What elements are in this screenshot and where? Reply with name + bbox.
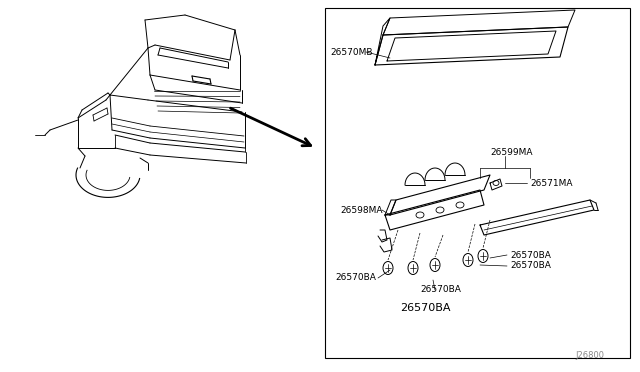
Text: 26570BA: 26570BA [335, 273, 376, 282]
Ellipse shape [493, 180, 499, 186]
Text: 26599MA: 26599MA [490, 148, 532, 157]
Text: 26570BA: 26570BA [510, 250, 551, 260]
Text: J26800: J26800 [575, 351, 604, 360]
Ellipse shape [430, 259, 440, 272]
Text: 26571MA: 26571MA [530, 179, 573, 187]
Bar [325, 8, 630, 358]
Ellipse shape [408, 262, 418, 275]
Text: 26570MB: 26570MB [330, 48, 372, 57]
Ellipse shape [436, 207, 444, 213]
Ellipse shape [478, 250, 488, 263]
Ellipse shape [383, 262, 393, 275]
Text: 26570BA: 26570BA [400, 303, 451, 313]
Text: 26598MA: 26598MA [340, 205, 383, 215]
Ellipse shape [463, 253, 473, 266]
Text: 26570BA: 26570BA [420, 285, 461, 295]
Ellipse shape [416, 212, 424, 218]
Text: 26570BA: 26570BA [510, 262, 551, 270]
Ellipse shape [456, 202, 464, 208]
